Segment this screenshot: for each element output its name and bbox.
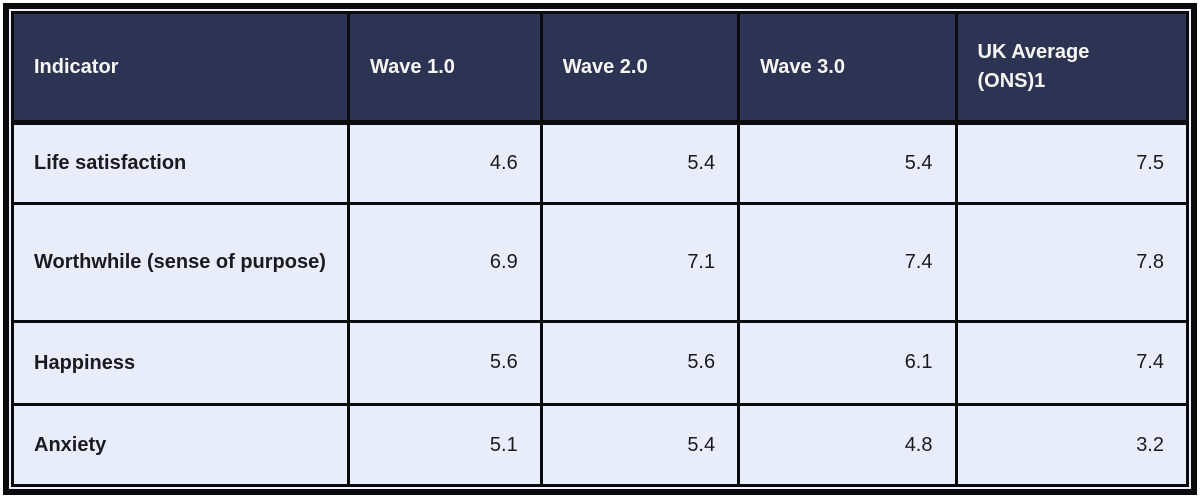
header-cell-wave-2: Wave 2.0	[539, 11, 741, 125]
value-cell: 3.2	[954, 403, 1189, 487]
value-cell: 7.4	[737, 201, 958, 323]
value-cell: 7.8	[954, 201, 1189, 323]
value-cell: 5.6	[539, 319, 741, 407]
value-cell: 6.9	[347, 201, 543, 323]
table-row-life-satisfaction: Life satisfaction 4.6 5.4 5.4 7.5	[10, 121, 1189, 205]
header-row: Indicator Wave 1.0 Wave 2.0 Wave 3.0 UK …	[10, 11, 1189, 125]
value-cell: 7.1	[539, 201, 741, 323]
value-cell: 6.1	[737, 319, 958, 407]
value-cell: 5.1	[347, 403, 543, 487]
row-label: Life satisfaction	[10, 121, 351, 205]
value-cell: 7.4	[954, 319, 1189, 407]
table-row-anxiety: Anxiety 5.1 5.4 4.8 3.2	[10, 403, 1189, 487]
header-cell-wave-3: Wave 3.0	[737, 11, 958, 125]
row-label: Worthwhile (sense of purpose)	[10, 201, 351, 323]
row-label: Anxiety	[10, 403, 351, 487]
table-frame: Indicator Wave 1.0 Wave 2.0 Wave 3.0 UK …	[3, 3, 1197, 495]
value-cell: 5.4	[539, 121, 741, 205]
value-cell: 7.5	[954, 121, 1189, 205]
header-cell-indicator: Indicator	[10, 11, 351, 125]
value-cell: 5.6	[347, 319, 543, 407]
table-row-worthwhile: Worthwhile (sense of purpose) 6.9 7.1 7.…	[10, 201, 1189, 323]
header-cell-wave-1: Wave 1.0	[347, 11, 543, 125]
wellbeing-indicators-table: Indicator Wave 1.0 Wave 2.0 Wave 3.0 UK …	[10, 11, 1189, 487]
value-cell: 5.4	[737, 121, 958, 205]
row-label: Happiness	[10, 319, 351, 407]
header-cell-uk-average: UK Average (ONS)1	[954, 11, 1189, 125]
value-cell: 4.6	[347, 121, 543, 205]
table-row-happiness: Happiness 5.6 5.6 6.1 7.4	[10, 319, 1189, 407]
value-cell: 4.8	[737, 403, 958, 487]
value-cell: 5.4	[539, 403, 741, 487]
